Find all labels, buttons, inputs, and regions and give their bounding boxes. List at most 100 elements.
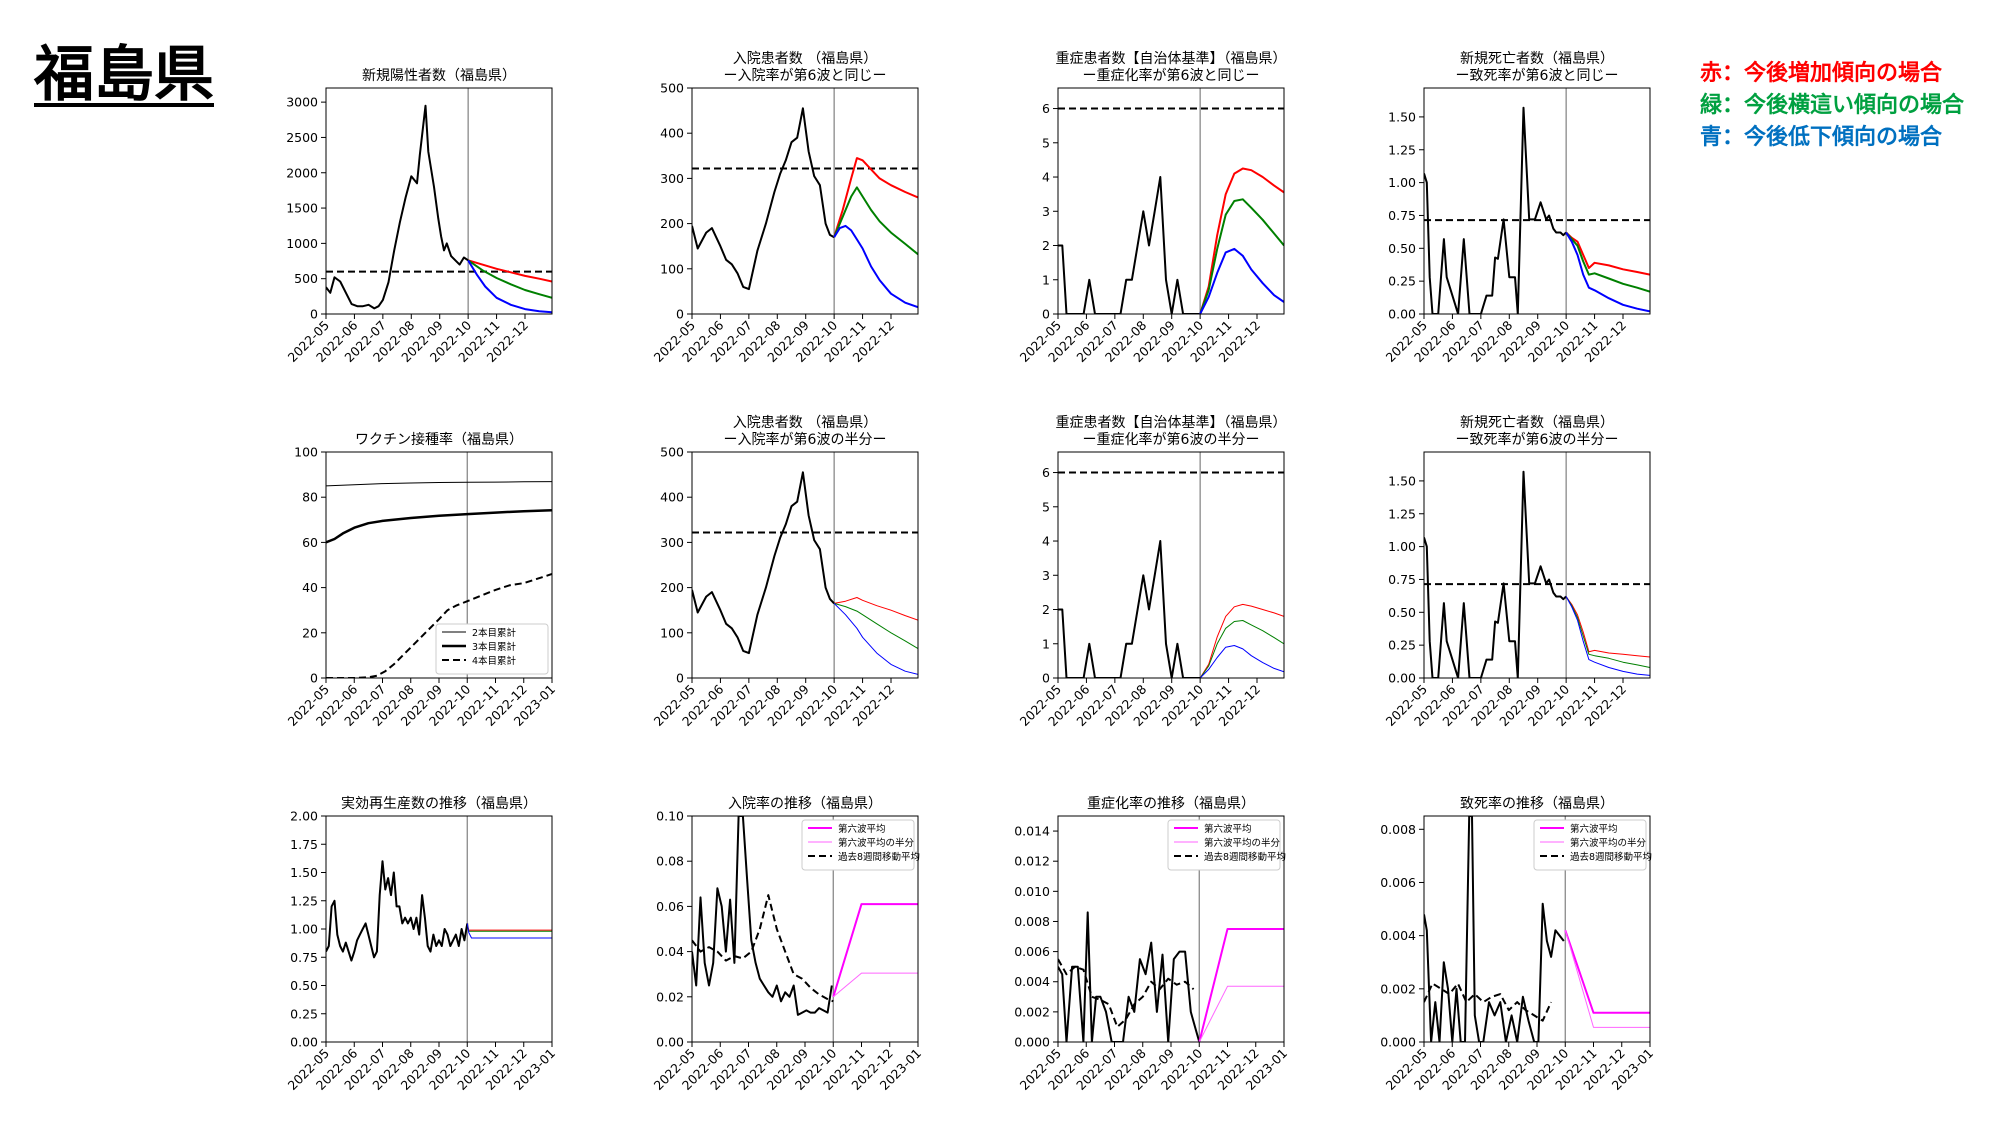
y-tick-label: 0.50 <box>1388 605 1416 620</box>
series-line-1 <box>1424 106 1567 314</box>
y-tick-label: 0.50 <box>290 978 318 993</box>
chart-title: ー入院率が第6波と同じー <box>724 67 887 84</box>
y-tick-label: 0.000 <box>1014 1035 1050 1050</box>
series-line-3 <box>832 903 918 998</box>
series-line-1 <box>1058 540 1201 678</box>
series-line-2 <box>1565 231 1650 276</box>
y-tick-label: 0.008 <box>1380 822 1416 837</box>
chart-title: 重症化率の推移（福島県） <box>1087 795 1255 812</box>
y-tick-label: 0 <box>310 671 318 686</box>
y-tick-label: 0.004 <box>1014 974 1050 989</box>
y-tick-label: 0.010 <box>1014 884 1050 899</box>
y-tick-label: 2000 <box>286 165 318 180</box>
y-tick-label: 500 <box>660 81 684 96</box>
y-tick-label: 300 <box>660 535 684 550</box>
y-tick-label: 0 <box>1042 307 1050 322</box>
y-tick-label: 1.00 <box>1388 175 1416 190</box>
y-tick-label: 0.25 <box>1388 274 1416 289</box>
series-line-4 <box>467 259 552 314</box>
chart-title: 新規陽性者数（福島県） <box>362 68 516 84</box>
plot-frame <box>691 87 919 315</box>
series-line-3 <box>467 259 552 299</box>
y-tick-label: 0.06 <box>656 899 684 914</box>
y-tick-label: 2500 <box>286 130 318 145</box>
plot-area <box>326 88 552 314</box>
chart-title: 実効再生産数の推移（福島県） <box>341 796 537 812</box>
plot-area <box>692 88 918 314</box>
plot-frame <box>325 87 553 315</box>
series-line-3 <box>833 186 918 256</box>
y-tick-label: 0.000 <box>1380 1035 1416 1050</box>
legend-label: 過去8週間移動平均 <box>1204 851 1286 863</box>
y-tick-label: 0.006 <box>1014 944 1050 959</box>
chart-10: 入院率の推移（福島県）0.000.020.040.060.080.102022-… <box>651 795 925 1093</box>
y-tick-label: 0.008 <box>1014 914 1050 929</box>
series-line-1 <box>692 816 833 1016</box>
plot-frame <box>691 815 919 1043</box>
chart-title: ー致死率が第6波と同じー <box>1456 67 1619 84</box>
plot-frame <box>1423 87 1651 315</box>
y-tick-label: 0.04 <box>656 944 684 959</box>
legend-box <box>1167 819 1281 871</box>
series-line-1 <box>326 481 552 487</box>
plot-frame <box>325 815 553 1043</box>
legend-label: 第六波平均 <box>838 823 886 835</box>
y-tick-label: 0.00 <box>1388 307 1416 322</box>
y-tick-label: 1.25 <box>1388 506 1416 521</box>
y-tick-label: 20 <box>302 625 318 640</box>
y-tick-label: 0.08 <box>656 854 684 869</box>
series-line-4 <box>466 923 552 939</box>
y-tick-label: 0 <box>676 671 684 686</box>
y-tick-label: 1.25 <box>1388 142 1416 157</box>
chart-title: 重症患者数【自治体基準】（福島県） <box>1056 50 1287 67</box>
series-line-3 <box>1565 231 1650 293</box>
y-tick-label: 40 <box>302 580 318 595</box>
y-tick-label: 1.25 <box>290 893 318 908</box>
y-tick-label: 1000 <box>286 236 318 251</box>
series-line-3 <box>326 573 552 678</box>
series-line-4 <box>1199 645 1284 678</box>
y-tick-label: 1.50 <box>1388 109 1416 124</box>
y-tick-label: 1.00 <box>290 922 318 937</box>
y-tick-label: 1500 <box>286 201 318 216</box>
series-line-1 <box>1424 470 1567 678</box>
plot-frame <box>1423 815 1651 1043</box>
chart-3: 重症患者数【自治体基準】（福島県）ー重症化率が第6波と同じー0123456202… <box>1017 50 1287 365</box>
y-tick-label: 1.75 <box>290 837 318 852</box>
chart-title: 入院率の推移（福島県） <box>728 795 882 812</box>
y-tick-label: 1.00 <box>1388 539 1416 554</box>
y-tick-label: 0.012 <box>1014 854 1050 869</box>
chart-7: 重症患者数【自治体基準】（福島県）ー重症化率が第6波の半分ー0123456202… <box>1017 414 1287 729</box>
series-line-3 <box>1198 928 1284 1042</box>
y-tick-label: 0.006 <box>1380 875 1416 890</box>
plot-frame <box>1057 815 1285 1043</box>
chart-title: 入院患者数 （福島県） <box>733 51 877 67</box>
y-tick-label: 60 <box>302 535 318 550</box>
y-tick-label: 1 <box>1042 636 1050 651</box>
y-tick-label: 500 <box>294 271 318 286</box>
series-line-4 <box>833 603 918 675</box>
series-line-2 <box>1424 982 1553 1022</box>
y-tick-label: 0.014 <box>1014 824 1050 839</box>
y-tick-label: 0.002 <box>1014 1004 1050 1019</box>
series-line-2 <box>1565 596 1650 658</box>
chart-title: 新規死亡者数（福島県） <box>1460 51 1614 67</box>
series-line-4 <box>1565 596 1650 676</box>
legend-label: 第六波平均の半分 <box>838 837 915 849</box>
plot-area <box>1058 88 1284 314</box>
legend-label: 第六波平均の半分 <box>1204 837 1281 849</box>
series-line-4 <box>1198 985 1284 1042</box>
series-line-4 <box>832 972 918 998</box>
chart-11: 重症化率の推移（福島県） 0.000 0.002 0.004 0.006 0.008 0.0… <box>1014 795 1290 1093</box>
y-tick-label: 3 <box>1042 204 1050 219</box>
y-tick-label: 2 <box>1042 238 1050 253</box>
plot-frame <box>1057 451 1285 679</box>
scenario-legend-flat: 緑：今後横這い傾向の場合 <box>1700 93 1965 118</box>
chart-title: 重症患者数【自治体基準】（福島県） <box>1056 414 1287 431</box>
series-line-2 <box>467 259 552 283</box>
y-tick-label: 0.75 <box>290 950 318 965</box>
y-tick-label: 6 <box>1042 101 1050 116</box>
